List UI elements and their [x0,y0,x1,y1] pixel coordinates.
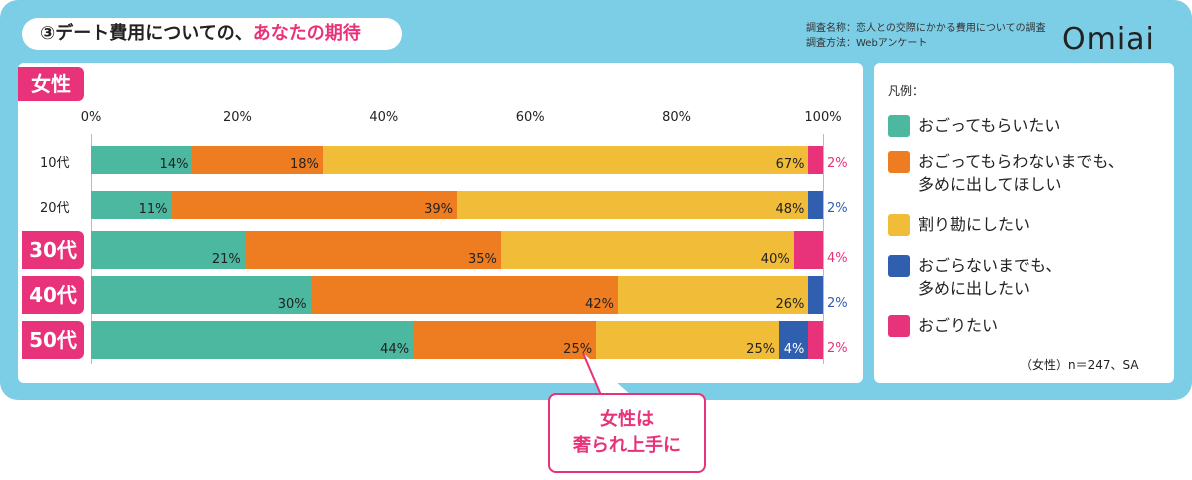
x-tick-label: 40% [369,110,399,125]
x-tick-label: 20% [222,110,252,125]
x-tick-label: 60% [515,110,545,125]
bar-segment: 40% [500,231,794,269]
bar-segment [808,276,823,314]
legend-swatch [888,255,910,277]
bar-segment: 39% [171,191,457,219]
bar-segment: 14% [91,146,193,174]
category-label: 10代 [40,156,70,171]
survey-info: 調査名称：恋人との交際にかかる費用についての調査 調査方法：Webアンケート [806,21,1046,51]
legend-title: 凡例： [888,84,925,98]
bar-segment: 48% [456,191,809,219]
bar-segment: 4% [779,321,809,359]
bar-segment [808,321,823,359]
data-label: 4% [783,342,805,357]
data-label: 40% [760,252,790,267]
survey-method: 調査方法：Webアンケート [806,38,928,49]
data-label: 48% [775,202,805,217]
data-label: 25% [746,342,776,357]
bar-segment: 25% [596,321,780,359]
callout-box: 女性は 奢られ上手に [548,393,706,473]
category-label: 20代 [40,201,70,216]
data-label: 21% [211,252,241,267]
data-label: 35% [468,252,497,267]
data-label: 30% [277,297,307,312]
legend-item: おごってもらいたい [888,114,1060,137]
bar-segment: 11% [91,191,172,219]
bar-row: 30% 42% 26% [91,276,823,314]
bar-row: 14% 18% 67% [91,146,823,174]
data-label: 14% [159,157,189,172]
bar-segment: 18% [192,146,323,174]
bar-segment: 25% [413,321,597,359]
bar-segment: 26% [618,276,809,314]
data-label: 42% [585,297,615,312]
callout-pointer [582,352,631,396]
legend-swatch [888,151,910,173]
sample-note: （女性）n＝247、SA [1020,358,1139,372]
bar-segment [808,191,823,219]
title-prefix: ③デート費用についての、 [40,23,253,44]
bar-segment: 35% [244,231,501,269]
legend-item: おごらないまでも、 多めに出したい [888,254,1062,300]
end-data-label: 2% [827,341,848,356]
bar-segment [808,146,823,174]
end-data-label: 4% [827,251,848,266]
bar-row: 21% 35% 40% [91,231,823,269]
data-label: 11% [138,202,168,217]
legend-label: 割り勘にしたい [918,215,1031,234]
data-label: 39% [424,202,453,217]
bar-segment: 21% [91,231,245,269]
legend-swatch [888,115,910,137]
bar-row: 44% 25% 25% 4% [91,321,823,359]
legend-label: おごってもらわないまでも、 多めに出してほしい [918,152,1124,194]
legend-swatch [888,315,910,337]
end-data-label: 2% [827,201,848,216]
end-data-label: 2% [827,156,848,171]
category-label: 40代 [22,276,84,314]
x-tick-label: 100% [804,110,842,125]
omiai-logo: Omiai [1062,22,1155,57]
axis-line-right [823,134,824,364]
legend-label: おごらないまでも、 多めに出したい [918,256,1062,298]
category-label: 30代 [22,231,84,269]
legend-panel [874,63,1174,383]
legend-label: おごってもらいたい [918,116,1061,135]
bar-segment: 67% [322,146,809,174]
bar-segment [793,231,823,269]
legend-item: おごってもらわないまでも、 多めに出してほしい [888,150,1124,196]
survey-name: 調査名称：恋人との交際にかかる費用についての調査 [806,23,1046,34]
category-label: 50代 [22,321,84,359]
data-label: 18% [290,157,319,172]
legend-label: おごりたい [918,316,999,335]
title-accent: あなたの期待 [252,23,361,44]
bar-segment: 44% [91,321,414,359]
bar-segment: 42% [310,276,619,314]
data-label: 44% [380,342,410,357]
legend-item: 割り勘にしたい [888,213,1030,236]
bar-segment: 30% [91,276,311,314]
chart-title: ③デート費用についての、あなたの期待 [22,18,402,50]
x-tick-label: 80% [662,110,692,125]
data-label: 26% [775,297,805,312]
end-data-label: 2% [827,296,848,311]
legend-swatch [888,214,910,236]
x-tick-label: 0% [80,110,102,125]
data-label: 25% [563,342,593,357]
data-label: 67% [775,157,805,172]
bar-row: 11% 39% 48% [91,191,823,219]
legend-item: おごりたい [888,314,998,337]
gender-tag: 女性 [18,67,84,101]
